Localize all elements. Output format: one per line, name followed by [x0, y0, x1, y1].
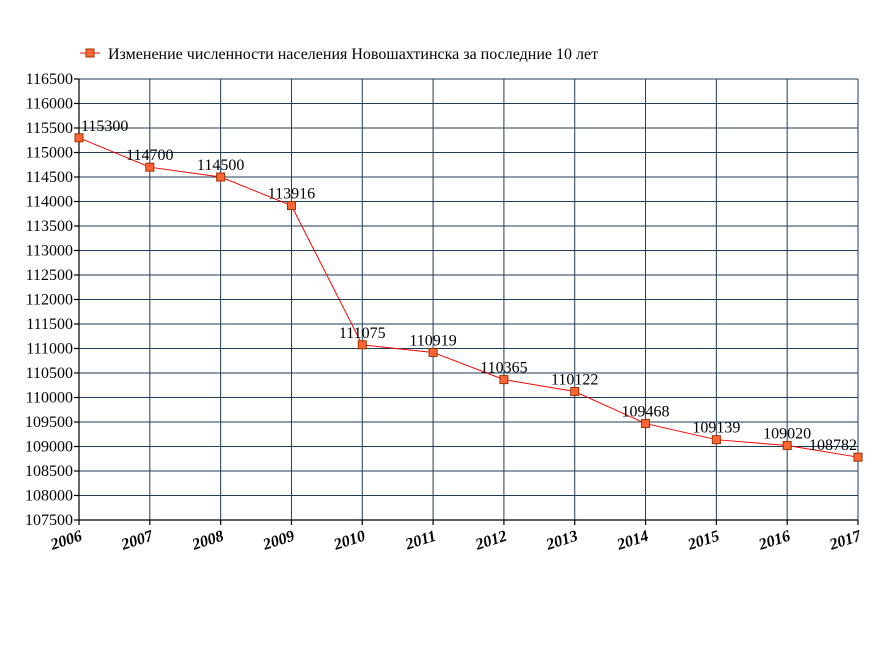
data-label: 110919 [409, 332, 456, 349]
y-tick-label: 112000 [26, 292, 73, 309]
x-tick-label: 2006 [48, 528, 85, 554]
y-tick-label: 115000 [26, 145, 73, 162]
y-tick-label: 109000 [25, 439, 73, 456]
data-label: 109468 [622, 404, 670, 421]
y-tick-label: 108500 [25, 463, 73, 480]
data-label: 115300 [81, 118, 128, 135]
x-tick-label: 2008 [189, 528, 226, 554]
data-label: 108782 [809, 437, 857, 454]
data-point-marker [570, 387, 580, 397]
y-tick-label: 112500 [26, 267, 73, 284]
data-point-marker [74, 133, 84, 143]
data-labels: 115300 114700 114500 113916 111075 110919 1103… [81, 118, 857, 454]
data-point-marker [428, 347, 438, 357]
y-tick-label: 116500 [26, 71, 73, 88]
y-tick-label: 115500 [26, 120, 73, 137]
y-tick-label: 114500 [26, 169, 73, 186]
data-point-marker [145, 162, 155, 172]
y-tick-label: 107500 [25, 512, 73, 529]
x-tick-label: 2011 [403, 528, 439, 554]
data-label: 109020 [763, 426, 811, 443]
series-markers [74, 133, 863, 462]
x-tick-label: 2016 [756, 528, 793, 554]
data-point-marker [216, 172, 226, 182]
data-point-marker [357, 340, 367, 350]
series-line [78, 137, 859, 458]
data-point-marker [286, 201, 296, 211]
y-tick-label: 113500 [26, 218, 73, 235]
y-tick-label: 113000 [26, 243, 73, 260]
legend-marker-swatch [85, 48, 95, 58]
y-tick-label: 111500 [26, 316, 73, 333]
x-tick-label: 2012 [473, 528, 510, 554]
data-point-marker [711, 435, 721, 445]
chart-legend: Изменение численности населения Новошахт… [80, 46, 598, 63]
series-polyline [78, 137, 859, 458]
x-axis-tick-labels: 2006 2007 2008 2009 2010 2011 2012 2013 2014 2015… [48, 527, 865, 554]
data-label: 109139 [692, 420, 740, 437]
x-tick-label: 2015 [685, 528, 722, 554]
data-label: 114500 [197, 157, 244, 174]
y-tick-label: 116000 [26, 96, 73, 113]
x-tick-label: 2014 [614, 528, 651, 554]
data-point-marker [782, 441, 792, 451]
y-tick-label: 110500 [26, 365, 73, 382]
data-point-marker [499, 375, 509, 385]
x-tick-label: 2017 [827, 527, 865, 554]
x-tick-label: 2007 [118, 527, 156, 554]
x-tick-label: 2010 [331, 528, 368, 554]
data-point-marker [641, 419, 651, 429]
legend-label: Изменение численности населения Новошахт… [108, 46, 598, 63]
x-tick-label: 2013 [543, 528, 580, 554]
y-tick-label: 108000 [25, 488, 73, 505]
data-label: 110122 [551, 372, 598, 389]
chart-grid [78, 78, 859, 521]
x-tick-label: 2009 [260, 528, 297, 554]
data-label: 114700 [126, 147, 173, 164]
y-axis-tick-labels: 107500 108000 108500 109000 109500 110000 1105… [25, 71, 73, 529]
y-tick-label: 111000 [26, 341, 73, 358]
data-label: 113916 [268, 186, 315, 203]
data-label: 110365 [480, 360, 527, 377]
y-tick-label: 114000 [26, 194, 73, 211]
y-tick-label: 109500 [25, 414, 73, 431]
data-label: 111075 [339, 325, 386, 342]
y-tick-label: 110000 [26, 390, 73, 407]
data-point-marker [853, 452, 863, 462]
chart-axes [74, 78, 859, 525]
